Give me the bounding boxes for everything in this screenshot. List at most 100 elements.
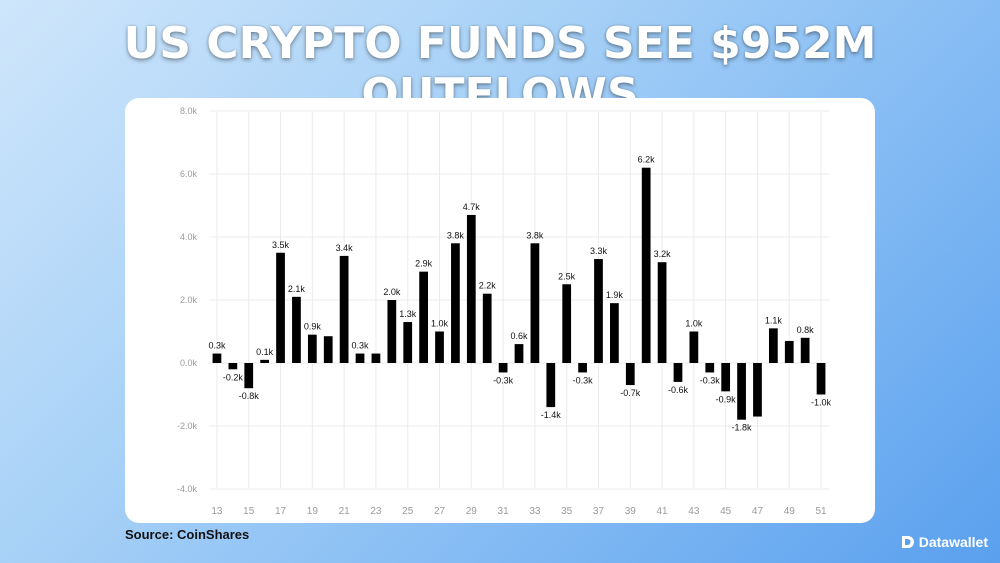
data-label: 3.8k [447,230,465,240]
bar [292,296,301,363]
headline: US CRYPTO FUNDS SEE $952M OUTFLOWS [123,18,877,120]
y-tick-label: 0.0k [180,358,198,368]
y-tick-label: 2.0k [180,295,198,305]
bar [800,337,810,363]
bar [307,334,317,363]
bar [466,214,476,363]
data-label: 0.8k [797,325,815,335]
data-label: -0.3k [493,375,514,385]
bar [721,363,731,392]
x-tick-label: 39 [625,506,637,517]
x-tick-label: 37 [593,506,605,517]
bar [482,293,492,363]
bar [578,363,587,373]
data-label: 3.8k [526,230,544,240]
brand-logo: Datawallet [899,534,988,550]
bar [387,300,397,363]
bar [228,363,238,370]
data-label: 0.1k [256,347,274,357]
data-label: 1.0k [431,319,449,329]
bar [371,353,381,363]
bar [641,167,651,363]
data-label: 1.9k [606,290,624,300]
bar [498,363,508,373]
data-label: 4.7k [463,202,481,212]
bar [610,303,619,363]
x-tick-label: 29 [466,506,478,517]
bar [705,363,715,373]
x-tick-label: 21 [339,506,351,517]
bar [784,340,794,363]
data-label: 2.5k [558,271,576,281]
bar [657,262,667,363]
data-label: 3.2k [654,249,672,259]
brand-name: Datawallet [918,534,988,550]
bar [737,363,746,420]
data-label: 1.0k [685,319,703,329]
data-label: 2.0k [383,287,401,297]
chart-card: 8.0k 6.0k 4.0k 2.0k 0.0k -2.0k -4.0k 13 15 17 19 21… [125,98,875,523]
bar [212,353,222,363]
data-label: -1.0k [811,398,832,408]
y-tick-label: 4.0k [180,232,198,242]
bar [530,243,540,363]
data-label: 2.9k [415,259,433,269]
data-label: 1.3k [399,309,417,319]
x-tick-label: 27 [434,506,446,517]
bar [323,336,333,363]
data-label: 2.2k [479,281,497,291]
bar [562,284,572,363]
x-tick-label: 47 [752,506,764,517]
bar [514,344,524,363]
bar [546,363,556,408]
x-tick-label: 19 [307,506,319,517]
data-label: 2.1k [288,284,306,294]
data-label: 3.5k [272,240,290,250]
data-label: 3.3k [590,246,608,256]
bar [419,271,428,363]
x-tick-label: 45 [720,506,732,517]
bar [435,331,444,363]
x-tick-label: 33 [529,506,541,517]
x-tick-label: 13 [211,506,223,517]
x-tick-label: 23 [370,506,382,517]
data-label: -0.8k [239,391,260,401]
data-label: -0.2k [223,372,244,382]
data-label: -0.9k [716,394,737,404]
bar [594,259,603,363]
y-tick-label: 6.0k [180,169,198,179]
x-tick-label: 49 [784,506,796,517]
data-label: -0.7k [620,388,641,398]
bar [625,363,635,386]
bar [689,331,699,363]
y-tick-label: 8.0k [180,106,198,116]
source-caption: Source: CoinShares [125,527,250,542]
x-tick-label: 43 [688,506,700,517]
x-tick-label: 35 [561,506,573,517]
data-label: -0.3k [700,375,721,385]
x-tick-label: 25 [402,506,414,517]
bar [403,322,413,363]
x-tick-label: 17 [275,506,287,517]
bar [816,363,826,395]
data-label: -1.4k [541,410,562,420]
data-label: 3.4k [336,243,354,253]
bar [276,252,285,363]
bar [260,359,270,363]
datawallet-logo-icon [901,536,914,548]
bar [355,353,365,363]
data-label: 0.3k [352,341,370,351]
bar [768,328,778,363]
x-tick-label: 41 [657,506,669,517]
bar [244,363,254,389]
data-label: -0.6k [668,385,689,395]
data-label: 0.3k [208,341,226,351]
data-label: 6.2k [638,155,656,165]
data-label: 0.6k [510,331,528,341]
bar [673,363,683,382]
y-tick-label: -4.0k [177,484,198,494]
x-tick-label: 15 [243,506,255,517]
bar-chart: 8.0k 6.0k 4.0k 2.0k 0.0k -2.0k -4.0k 13 15 17 19 21… [177,106,832,517]
data-label: -1.8k [732,423,753,433]
data-label: -0.3k [573,375,594,385]
